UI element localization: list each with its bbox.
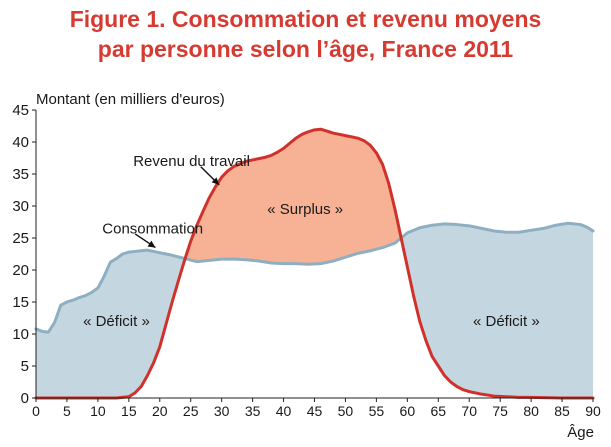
x-tick-label: 45 — [307, 403, 323, 419]
x-tick-label: 10 — [90, 403, 106, 419]
x-tick-label: 0 — [32, 403, 40, 419]
series-line-consommation — [34, 221, 595, 334]
annotation-arrowhead — [211, 177, 220, 185]
x-tick-label: 55 — [369, 403, 385, 419]
series-lines — [34, 127, 595, 400]
series-line-revenu-du-travail — [34, 127, 595, 400]
area-fills — [36, 129, 593, 398]
x-tick-label: 15 — [121, 403, 137, 419]
series-label: Revenu du travail — [133, 153, 250, 170]
series-label: Consommation — [102, 220, 203, 237]
y-tick-label: 10 — [12, 326, 29, 343]
y-tick-label: 25 — [12, 230, 29, 247]
annotations: Revenu du travail Consommation « Surplus »… — [83, 153, 540, 330]
y-tick-label: 0 — [21, 390, 29, 407]
y-tick-label: 20 — [12, 262, 29, 279]
x-tick-label: 65 — [430, 403, 446, 419]
y-tick-label: 40 — [12, 134, 29, 151]
chart-title-line-2: par personne selon l’âge, France 2011 — [97, 36, 514, 62]
x-tick-label: 70 — [461, 403, 477, 419]
annotation-arrowhead — [147, 240, 156, 248]
y-tick-label: 45 — [12, 102, 29, 119]
y-tick-label: 35 — [12, 166, 29, 183]
axes: 0 5 10 15 20 25 30 35 40 45 0 5 10 15 20 25 30 35 40 45 50 55… — [12, 91, 601, 441]
x-tick-label: 75 — [492, 403, 508, 419]
y-tick-label: 5 — [21, 358, 29, 375]
x-tick-label: 60 — [400, 403, 416, 419]
x-tick-label: 5 — [63, 403, 71, 419]
x-tick-label: 40 — [276, 403, 292, 419]
deficit-area — [36, 129, 593, 398]
chart-title-line-1: Figure 1. Consommation et revenu moyens — [69, 6, 542, 32]
y-tick-label: 30 — [12, 198, 29, 215]
region-label: « Déficit » — [473, 313, 540, 330]
x-tick-label: 50 — [338, 403, 354, 419]
x-tick-label: 30 — [214, 403, 230, 419]
x-tick-label: 20 — [152, 403, 168, 419]
x-tick-label: 80 — [523, 403, 539, 419]
x-tick-label: 85 — [554, 403, 570, 419]
x-axis-label: Âge — [567, 424, 594, 441]
x-tick-label: 25 — [183, 403, 199, 419]
surplus-area — [36, 129, 593, 333]
y-axis-label: Montant (en milliers d'euros) — [36, 91, 225, 108]
region-label: « Déficit » — [83, 313, 150, 330]
x-tick-label: 90 — [585, 403, 601, 419]
y-tick-label: 15 — [12, 294, 29, 311]
x-tick-label: 35 — [245, 403, 261, 419]
region-label: « Surplus » — [267, 201, 343, 218]
